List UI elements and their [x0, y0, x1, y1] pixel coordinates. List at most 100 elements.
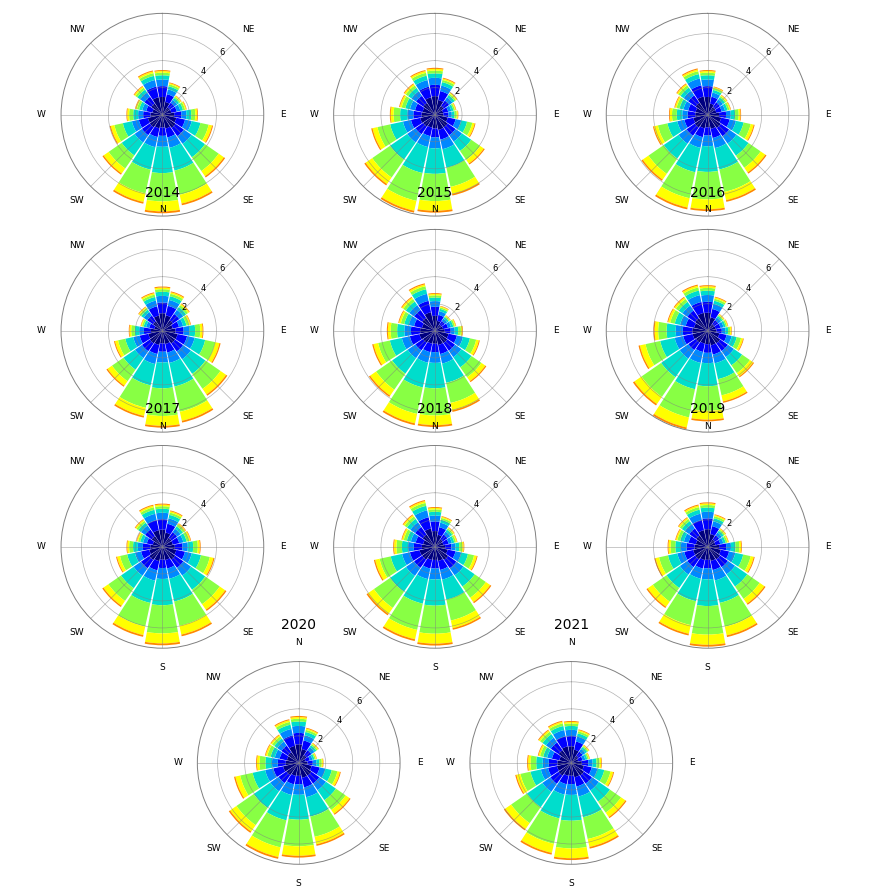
- Bar: [201, 153, 223, 176]
- Bar: [390, 567, 415, 592]
- Bar: [725, 543, 730, 551]
- Bar: [724, 320, 727, 327]
- Bar: [459, 337, 469, 350]
- Bar: [414, 319, 423, 328]
- Bar: [719, 162, 750, 192]
- Bar: [402, 120, 414, 133]
- Bar: [449, 536, 454, 544]
- Bar: [443, 532, 450, 538]
- Bar: [422, 115, 434, 127]
- Bar: [171, 556, 183, 568]
- Bar: [273, 766, 285, 777]
- Bar: [142, 339, 154, 351]
- Bar: [557, 760, 571, 765]
- Bar: [190, 109, 196, 120]
- Bar: [675, 325, 682, 337]
- Bar: [470, 339, 478, 356]
- Bar: [381, 189, 416, 211]
- Bar: [689, 643, 725, 647]
- Bar: [179, 305, 188, 315]
- Bar: [720, 94, 726, 102]
- Bar: [503, 809, 525, 830]
- Bar: [444, 97, 452, 105]
- Bar: [163, 538, 171, 547]
- Bar: [382, 411, 415, 425]
- Bar: [715, 533, 721, 539]
- Bar: [592, 758, 596, 767]
- Bar: [136, 87, 145, 97]
- Bar: [633, 381, 656, 405]
- Bar: [315, 826, 343, 844]
- Bar: [174, 550, 185, 560]
- Bar: [451, 535, 455, 543]
- Bar: [366, 593, 388, 616]
- Bar: [139, 504, 153, 511]
- Bar: [199, 340, 215, 360]
- Bar: [408, 305, 421, 316]
- Bar: [452, 552, 461, 561]
- Bar: [688, 528, 699, 539]
- Bar: [463, 554, 474, 568]
- Bar: [377, 125, 396, 147]
- Bar: [153, 322, 163, 331]
- Bar: [135, 519, 143, 528]
- Bar: [116, 557, 123, 573]
- Bar: [442, 112, 448, 117]
- Bar: [163, 115, 169, 128]
- Bar: [678, 302, 689, 314]
- Bar: [677, 530, 683, 541]
- Bar: [270, 777, 284, 791]
- Bar: [410, 522, 421, 533]
- Bar: [154, 315, 163, 331]
- Bar: [725, 188, 755, 202]
- Bar: [667, 540, 668, 554]
- Bar: [448, 321, 453, 327]
- Bar: [168, 102, 174, 110]
- Bar: [713, 514, 725, 519]
- Bar: [462, 575, 485, 598]
- Bar: [720, 387, 746, 402]
- Bar: [705, 115, 709, 127]
- Bar: [189, 338, 205, 355]
- Bar: [540, 746, 547, 756]
- Bar: [715, 339, 727, 351]
- Bar: [457, 326, 461, 335]
- Bar: [646, 588, 666, 608]
- Bar: [673, 96, 679, 108]
- Bar: [409, 501, 425, 509]
- Bar: [691, 418, 723, 421]
- Bar: [695, 108, 706, 115]
- Bar: [169, 532, 177, 541]
- Bar: [425, 97, 434, 115]
- Bar: [147, 86, 158, 100]
- Bar: [580, 772, 591, 783]
- Bar: [374, 560, 383, 581]
- Bar: [466, 146, 483, 163]
- Bar: [724, 616, 756, 635]
- Bar: [126, 541, 128, 553]
- Bar: [378, 340, 395, 363]
- Bar: [658, 322, 667, 339]
- Bar: [428, 510, 441, 512]
- Bar: [195, 324, 200, 338]
- Bar: [315, 759, 319, 766]
- Bar: [281, 746, 291, 756]
- Bar: [136, 533, 141, 542]
- Bar: [535, 756, 542, 769]
- Bar: [312, 743, 319, 749]
- Bar: [109, 126, 118, 144]
- Bar: [103, 587, 122, 607]
- Bar: [416, 133, 430, 147]
- Bar: [676, 110, 682, 120]
- Bar: [168, 300, 179, 309]
- Bar: [726, 327, 729, 335]
- Bar: [718, 97, 724, 104]
- Bar: [561, 795, 581, 821]
- Bar: [580, 756, 585, 761]
- Bar: [146, 322, 151, 328]
- Bar: [439, 307, 448, 312]
- Bar: [131, 576, 155, 603]
- Bar: [279, 752, 289, 760]
- Bar: [230, 806, 255, 831]
- Bar: [563, 721, 578, 723]
